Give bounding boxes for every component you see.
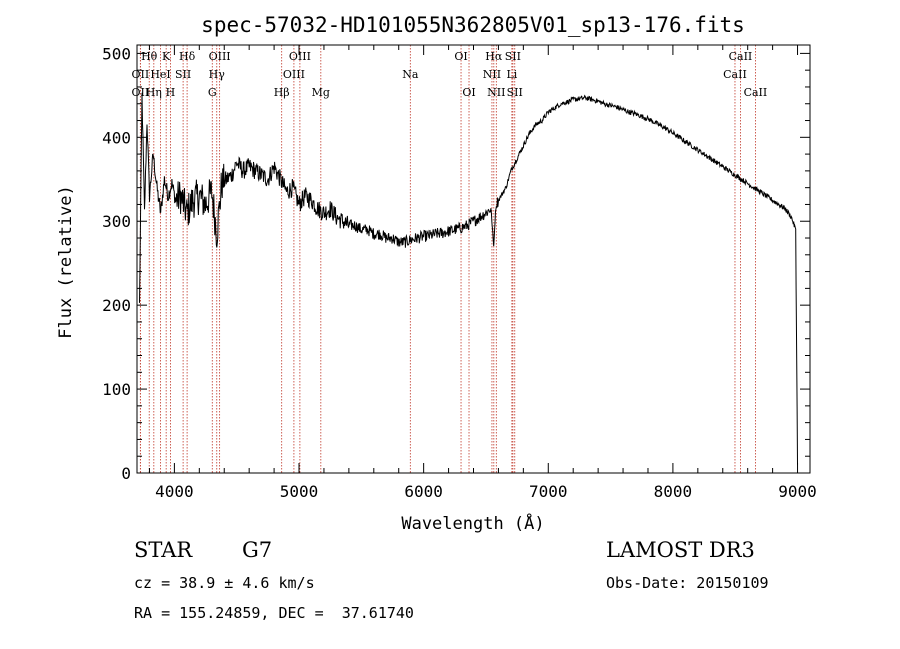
spectral-line-label: H <box>166 86 176 99</box>
spectral-line-label: Hθ <box>141 50 158 63</box>
y-tick-label: 100 <box>102 380 131 399</box>
spectral-line-label: OIII <box>209 50 231 63</box>
object-subclass: G7 <box>242 538 273 562</box>
spectral-line-label: K <box>162 50 171 63</box>
spectral-line-label: Na <box>402 68 419 81</box>
spectral-line-label: CaII <box>744 86 768 99</box>
velocity-readout: cz = 38.9 ± 4.6 km/s <box>134 574 315 592</box>
spectral-line-label: OIII <box>283 68 305 81</box>
x-tick-label: 5000 <box>280 482 319 501</box>
spectral-line-label: Hη <box>146 86 162 99</box>
spectral-line-label: Hγ <box>209 68 226 81</box>
chart-title: spec-57032-HD101055N362805V01_sp13-176.f… <box>201 13 745 37</box>
spectral-line-markers <box>139 45 756 473</box>
spectral-line-label: Li <box>506 68 517 81</box>
survey-name: LAMOST DR3 <box>606 538 755 562</box>
x-tick-label: 9000 <box>778 482 817 501</box>
spectral-line-label: OI <box>462 86 475 99</box>
spectral-line-label: Hδ <box>179 50 196 63</box>
plot-frame <box>136 44 811 474</box>
x-tick-label: 6000 <box>404 482 443 501</box>
spectral-line-label: HeI <box>150 68 170 81</box>
spectral-line-label: G <box>208 86 217 99</box>
x-axis-label: Wavelength (Å) <box>401 512 544 534</box>
spectral-line-label: CaII <box>729 50 753 63</box>
y-tick-label: 400 <box>102 128 131 147</box>
spectral-line-label: OII <box>132 68 150 81</box>
axis-ticks: 4000 5000 6000 7000 8000 9000 0 100 200 300 400 500 <box>102 44 817 501</box>
spectral-line-label: Mg <box>312 86 330 99</box>
y-tick-label: 200 <box>102 296 131 315</box>
object-class: STAR <box>134 538 193 562</box>
spectral-line-label: OIII <box>289 50 311 63</box>
x-tick-label: 7000 <box>529 482 568 501</box>
spectral-line-label: SII <box>505 50 521 63</box>
spectral-line-label: SII <box>507 86 523 99</box>
spectral-line-label: OI <box>454 50 467 63</box>
coordinates-readout: RA = 155.24859, DEC = 37.61740 <box>134 604 414 622</box>
observation-date: Obs-Date: 20150109 <box>606 574 769 592</box>
x-tick-label: 4000 <box>155 482 194 501</box>
y-tick-label: 300 <box>102 212 131 231</box>
spectral-line-label: Hβ <box>274 86 290 99</box>
spectral-line-label: OII <box>132 86 150 99</box>
spectrum-series-line <box>139 92 798 465</box>
spectral-line-label: NII <box>483 68 501 81</box>
y-tick-label: 0 <box>121 464 131 483</box>
spectral-line-label: Hα <box>485 50 503 63</box>
y-axis-label: Flux (relative) <box>56 185 76 339</box>
y-tick-label: 500 <box>102 44 131 63</box>
spectral-line-label: NII <box>487 86 505 99</box>
x-tick-label: 8000 <box>654 482 693 501</box>
spectral-line-label: CaII <box>723 68 747 81</box>
spectral-line-label: SII <box>175 68 191 81</box>
